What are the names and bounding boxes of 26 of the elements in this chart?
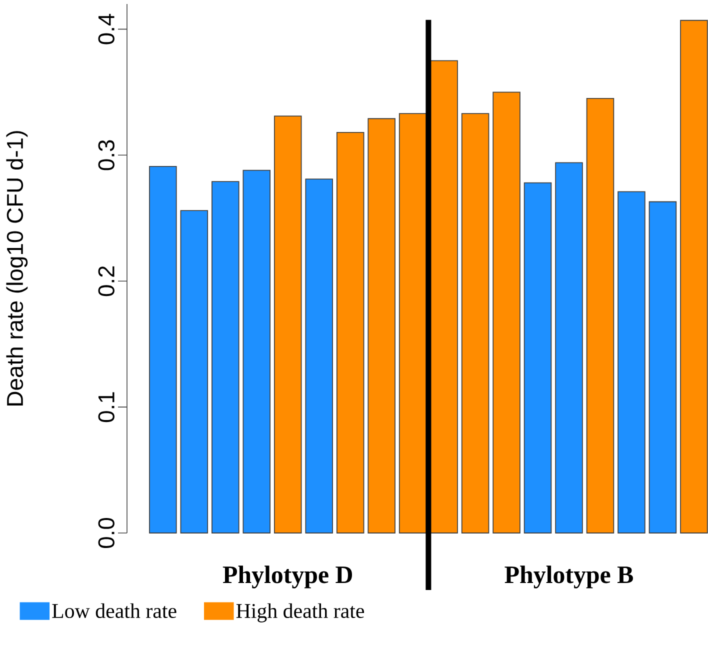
bar	[680, 20, 708, 534]
legend-label: High death rate	[236, 603, 364, 622]
bar	[492, 92, 520, 534]
bar	[461, 113, 490, 534]
bar	[149, 166, 177, 534]
bar	[586, 98, 614, 534]
bar	[336, 132, 364, 534]
bar	[648, 201, 677, 534]
bar	[242, 170, 271, 534]
bar	[180, 210, 208, 534]
y-tick-label: 0.2	[98, 266, 114, 296]
legend-label: Low death rate	[52, 603, 176, 618]
y-axis-title: Death rate (log10 CFU d-1)	[6, 131, 28, 406]
bar	[618, 191, 646, 534]
y-tick-label: 0.0	[98, 518, 114, 548]
bar	[555, 162, 583, 534]
bar	[524, 182, 552, 534]
y-tick-label: 0.3	[98, 140, 114, 170]
bar	[368, 118, 396, 534]
y-tick-label: 0.4	[98, 14, 114, 44]
y-tick-label: 0.1	[98, 392, 114, 422]
bar	[274, 116, 302, 534]
bar	[212, 181, 240, 534]
text: Phylotype D	[222, 566, 352, 588]
bar	[305, 178, 333, 534]
text: Phylotype B	[504, 566, 633, 588]
